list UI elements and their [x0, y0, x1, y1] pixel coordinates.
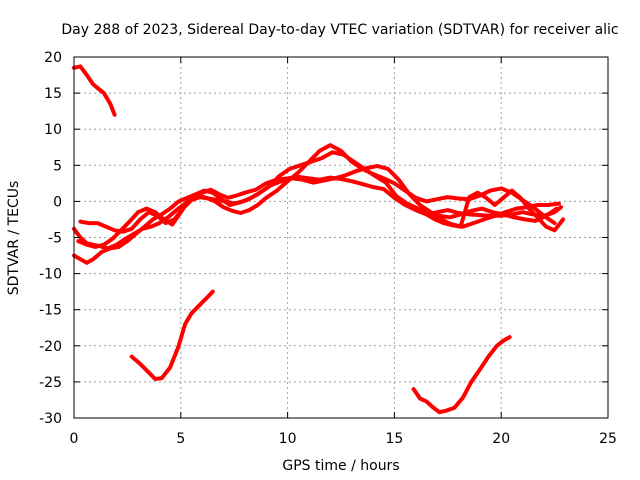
y-tick-label: 20: [44, 50, 62, 66]
y-tick-label: -10: [39, 267, 62, 283]
y-tick-label: -15: [39, 303, 62, 319]
y-axis-label: SDTVAR / TECUs: [6, 181, 22, 296]
y-tick-label: -30: [39, 411, 62, 427]
y-tick-label: -5: [48, 231, 62, 247]
series-line-cluster-5: [424, 188, 566, 233]
x-tick-label: 20: [492, 431, 510, 447]
x-tick-label: 25: [599, 431, 617, 447]
x-axis-label: GPS time / hours: [282, 458, 399, 474]
grid-lines: [74, 57, 608, 418]
y-tick-label: 15: [44, 86, 62, 102]
x-tick-label: 15: [385, 431, 403, 447]
x-tick-label: 10: [279, 431, 297, 447]
y-tick-label: -25: [39, 375, 62, 391]
y-tick-label: 10: [44, 122, 62, 138]
y-tick-label: 0: [53, 194, 62, 210]
x-tick-label: 5: [176, 431, 185, 447]
series-line-cluster-2: [72, 150, 559, 265]
series-line-track-c-late: [411, 335, 512, 415]
y-tick-label: 5: [53, 158, 62, 174]
series-line-track-b-early: [129, 289, 215, 381]
series-line-cluster-4: [78, 164, 561, 234]
series-group: [72, 64, 566, 415]
x-tick-label: 0: [70, 431, 79, 447]
axis-ticks: 0 5 10 15 20 25 20 15 10 5 0 -5 -10 -15 -20 -25 -30: [39, 50, 617, 447]
chart-title: Day 288 of 2023, Sidereal Day-to-day VTE…: [61, 22, 618, 38]
y-tick-label: -20: [39, 339, 62, 355]
series-line-track-a-early: [72, 64, 117, 117]
